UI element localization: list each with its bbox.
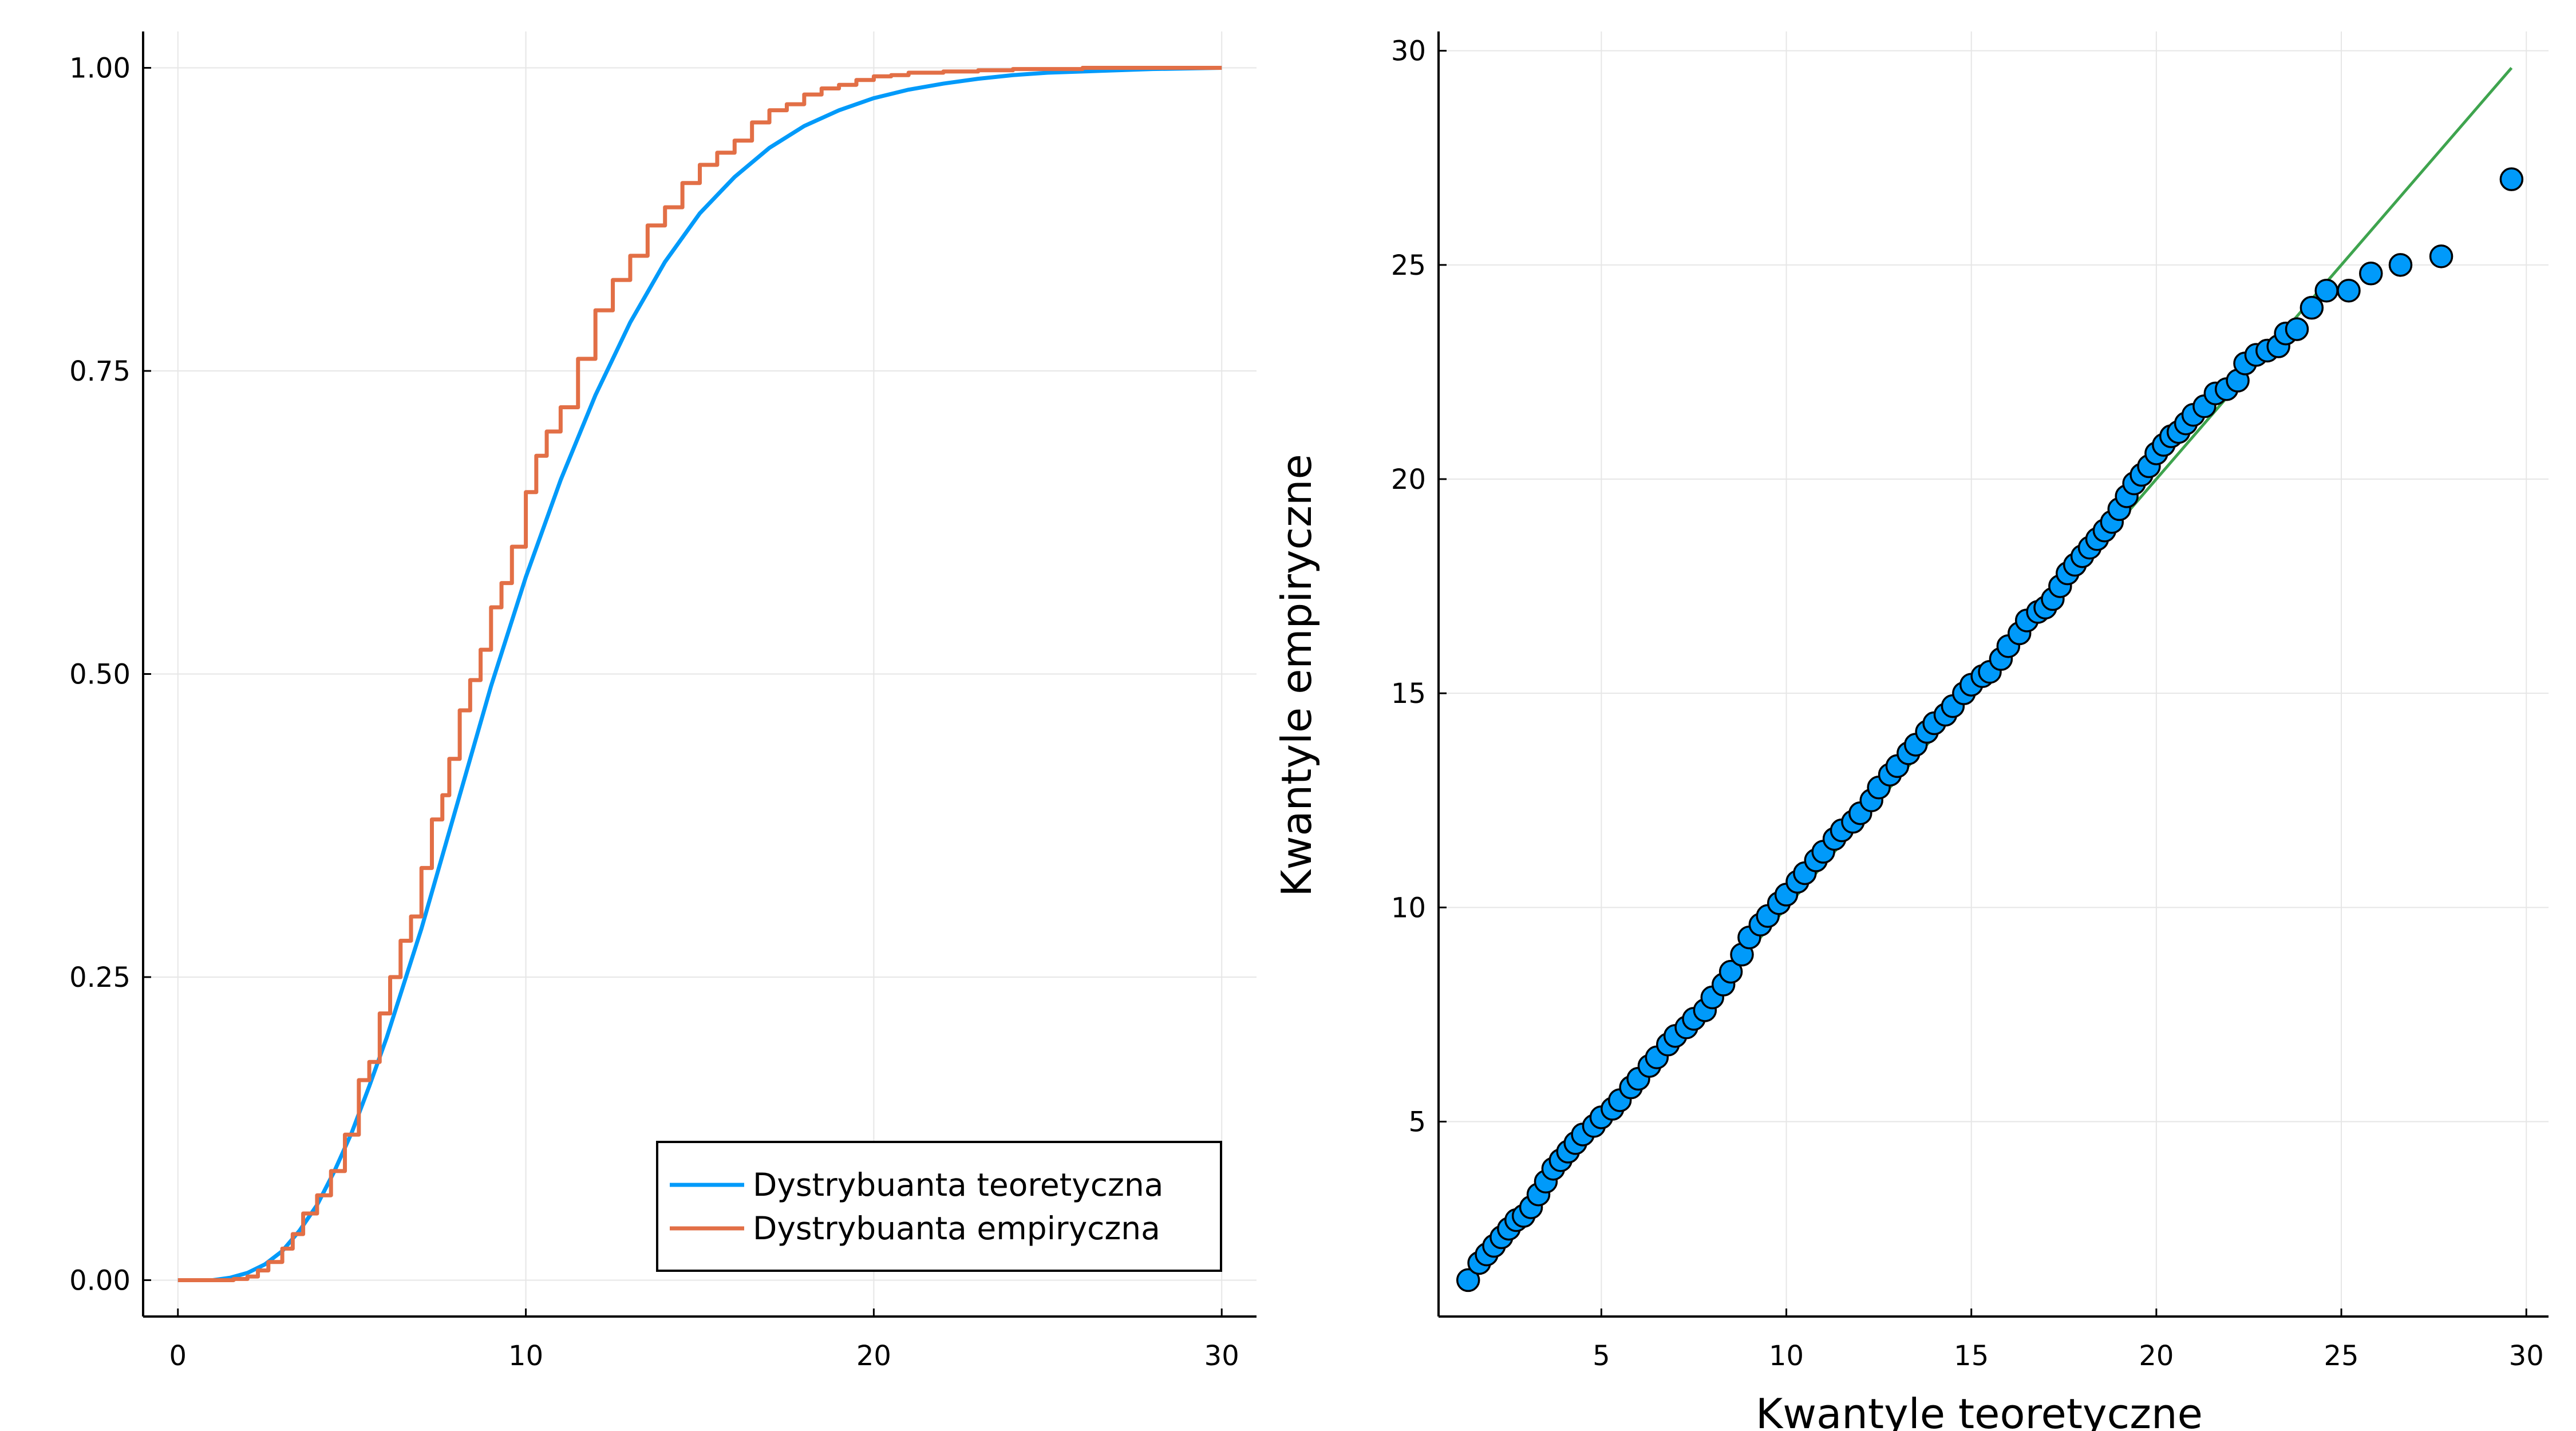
x-tick-label: 0 <box>169 1340 187 1372</box>
y-tick-label: 0.50 <box>69 659 131 691</box>
qq-point <box>2499 167 2524 191</box>
legend-label: Dystrybuanta empiryczna <box>753 1210 1160 1247</box>
y-tick-label: 0.00 <box>69 1264 131 1296</box>
y-axis-title: Kwantyle empiryczne <box>1273 454 1321 897</box>
x-axis-title: Kwantyle teoretyczne <box>1756 1390 2203 1431</box>
theoretical-cdf-line <box>177 66 1222 1282</box>
x-tick-label: 10 <box>1769 1340 1804 1372</box>
qq-point <box>1456 1268 1480 1292</box>
y-tick-label: 0.25 <box>69 962 131 994</box>
y-tick-label: 25 <box>1391 250 1426 282</box>
legend-box <box>656 1141 1222 1272</box>
y-tick-label: 5 <box>1408 1106 1426 1139</box>
qq-point <box>2429 244 2453 268</box>
y-tick-label: 20 <box>1391 464 1426 496</box>
x-tick-label: 5 <box>1593 1340 1610 1372</box>
x-tick-label: 30 <box>1204 1340 1239 1372</box>
legend: Dystrybuanta teoretyczna Dystrybuanta emp… <box>656 1141 1222 1272</box>
qq-point <box>2359 262 2383 286</box>
cdf-comparison-chart: 0 10 20 30 0.00 0.25 0.50 0.75 1.00 Dystrybuanta … <box>69 31 1257 1372</box>
qq-point <box>2300 295 2324 320</box>
x-tick-label: 25 <box>2324 1340 2359 1372</box>
qq-point <box>2388 253 2413 277</box>
empirical-cdf-line <box>177 66 1222 1282</box>
y-tick-label: 10 <box>1391 892 1426 924</box>
qq-point <box>2314 278 2338 303</box>
y-tick-label: 0.75 <box>69 355 131 388</box>
qq-plot-chart: 5 10 15 20 25 30 5 10 15 20 25 30 Kwantyle teoretycz… <box>1273 31 2549 1431</box>
x-tick-label: 20 <box>2139 1340 2174 1372</box>
y-tick-label: 1.00 <box>69 53 131 85</box>
x-tick-label: 30 <box>2509 1340 2544 1372</box>
x-tick-label: 20 <box>856 1340 891 1372</box>
legend-label: Dystrybuanta teoretyczna <box>753 1167 1163 1203</box>
y-tick-label: 30 <box>1391 35 1426 68</box>
x-tick-label: 10 <box>508 1340 543 1372</box>
qq-point <box>2285 317 2309 341</box>
qq-point <box>2337 278 2361 303</box>
y-tick-label: 15 <box>1391 678 1426 710</box>
qq-point <box>1718 959 1743 984</box>
x-tick-label: 15 <box>1954 1340 1989 1372</box>
